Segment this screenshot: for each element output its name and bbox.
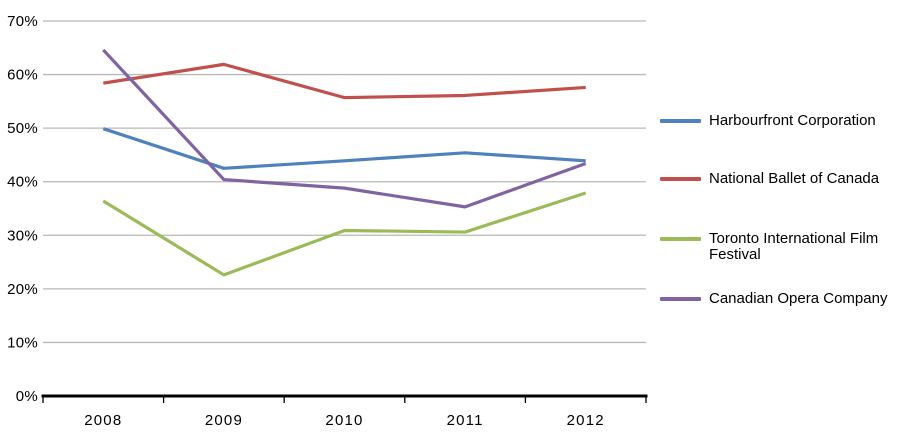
y-axis-label: 50% — [7, 120, 38, 137]
legend-swatch — [660, 237, 701, 241]
legend-label: Toronto International Film Festival — [709, 231, 897, 263]
y-axis-label: 30% — [7, 227, 38, 244]
legend-label-line: Canadian Opera Company — [709, 290, 888, 307]
x-axis-label: 2011 — [447, 412, 484, 429]
y-axis-label: 40% — [7, 174, 38, 191]
x-axis-label: 2010 — [325, 412, 363, 429]
series-line-toronto-international-film-festival — [102, 191, 587, 277]
x-axis-label: 2008 — [84, 412, 122, 429]
legend-label-line: Festival — [709, 246, 761, 263]
legend-label: Canadian Opera Company — [709, 291, 897, 307]
series-line-national-ballet-of-canada — [103, 62, 586, 100]
legend-label-line: Harbourfront Corporation — [709, 112, 876, 129]
chart-legend: Harbourfront Corporation National Ballet … — [660, 0, 898, 435]
legend-item: Toronto International Film Festival — [660, 231, 897, 263]
legend-label-line: National Ballet of Canada — [709, 170, 880, 187]
legend-label: National Ballet of Canada — [709, 171, 897, 187]
y-axis-label: 70% — [7, 13, 38, 30]
legend-item: National Ballet of Canada — [660, 171, 897, 187]
legend-swatch — [660, 297, 701, 301]
x-axis-label: 2009 — [205, 412, 243, 429]
series-line-canadian-opera-company — [102, 48, 587, 209]
legend-item: Harbourfront Corporation — [660, 113, 897, 129]
legend-label: Harbourfront Corporation — [709, 113, 897, 129]
legend-swatch — [660, 177, 701, 181]
y-axis-label: 10% — [7, 334, 38, 351]
y-axis-label: 60% — [7, 67, 38, 84]
legend-label-line: Toronto International Film — [709, 230, 879, 247]
y-axis-label: 20% — [7, 281, 38, 298]
legend-item: Canadian Opera Company — [660, 291, 897, 307]
series-line-harbourfront-corporation — [102, 127, 586, 170]
legend-swatch — [660, 119, 701, 123]
x-axis-label: 2012 — [567, 412, 605, 429]
y-axis-label: 0% — [16, 388, 38, 405]
